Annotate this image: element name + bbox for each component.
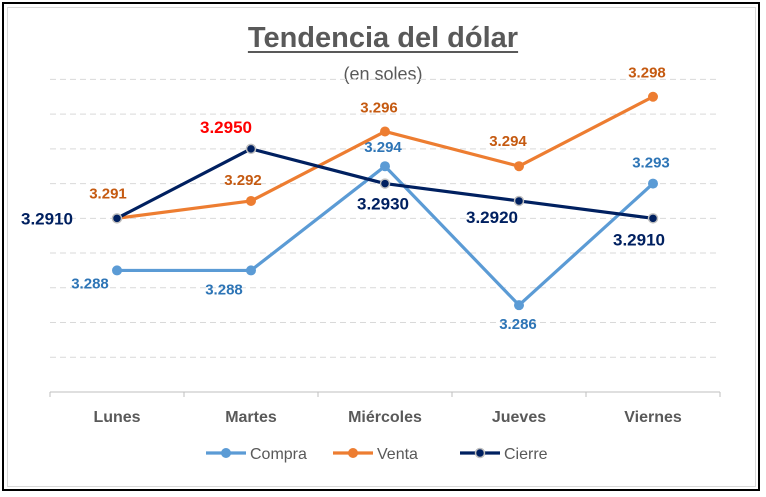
legend-marker [474,447,486,459]
chart-area [7,7,756,487]
data-point [513,195,525,207]
legend-label: Compra [250,446,307,463]
x-tick-label: Jueves [492,409,546,426]
data-point [246,265,256,276]
data-label: 3.294 [364,139,402,156]
data-point [111,213,123,224]
data-label: 3.298 [628,65,666,82]
data-label: 3.296 [360,99,398,116]
data-label: 3.288 [71,275,109,292]
data-point [245,143,257,155]
data-point [648,91,658,102]
chart-title: Tendencia del dólar [247,22,519,54]
x-tick-label: Viernes [624,409,682,426]
data-label: 3.288 [205,281,243,298]
data-label: 3.2910 [21,209,73,228]
data-label: 3.293 [632,155,670,172]
data-label: 3.2910 [613,230,665,249]
data-label: 3.2920 [466,208,518,227]
data-label: 3.2930 [357,195,409,214]
legend-label: Venta [377,446,418,463]
data-point [246,195,256,206]
data-label: 3.291 [89,185,127,202]
data-point [380,161,390,172]
data-point [647,213,659,224]
data-point [514,161,524,172]
data-point [380,126,390,137]
legend-marker [348,448,358,458]
data-point [379,178,391,189]
legend-label: Cierre [504,446,548,463]
x-tick-label: Martes [225,409,277,426]
legend-marker [221,448,231,458]
data-label: 3.292 [224,172,262,189]
data-point [514,300,524,311]
x-tick-label: Lunes [93,409,140,426]
data-label: 3.286 [499,316,537,333]
x-tick-label: Miércoles [348,409,422,426]
data-point [648,178,658,189]
data-point [112,265,122,276]
data-label: 3.2950 [200,118,252,137]
data-label: 3.294 [489,133,527,150]
chart-frame [2,2,760,491]
